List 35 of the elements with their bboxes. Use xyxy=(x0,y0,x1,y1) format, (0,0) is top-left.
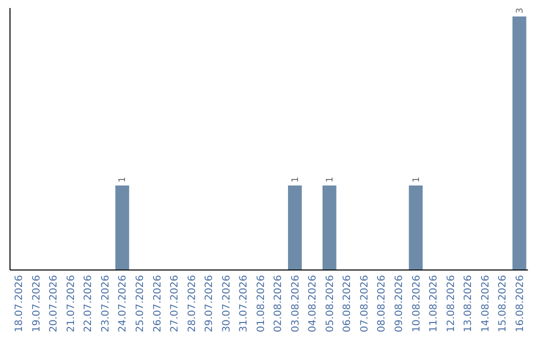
data-label: 1 xyxy=(412,176,422,182)
x-tick-label: 22.07.2026 xyxy=(83,275,94,332)
x-tick-label: 15.08.2026 xyxy=(498,275,509,332)
x-tick-label: 21.07.2026 xyxy=(66,275,77,332)
x-tick-label: 09.08.2026 xyxy=(394,275,405,332)
x-tick-label: 06.08.2026 xyxy=(342,275,354,332)
x-tick-label: 10.08.2026 xyxy=(411,275,422,332)
data-label: 3 xyxy=(515,8,526,14)
x-tick-label: 16.08.2026 xyxy=(514,275,526,332)
x-tick-label: 19.07.2026 xyxy=(31,275,42,332)
x-tick-label: 04.08.2026 xyxy=(308,275,319,332)
x-tick-label: 11.08.2026 xyxy=(428,275,440,332)
x-tick-label: 24.07.2026 xyxy=(118,275,129,332)
x-tick-label: 23.07.2026 xyxy=(100,275,112,332)
x-tick-label: 12.08.2026 xyxy=(446,275,457,332)
x-tick-label: 20.07.2026 xyxy=(48,275,60,332)
x-tick-label: 29.07.2026 xyxy=(204,275,216,332)
x-tick-label: 30.07.2026 xyxy=(221,275,232,332)
x-tick-label: 02.08.2026 xyxy=(273,275,284,332)
x-tick-label: 25.07.2026 xyxy=(135,275,146,332)
x-tick-label: 14.08.2026 xyxy=(480,275,492,332)
data-label: 1 xyxy=(325,176,336,182)
x-tick-label: 03.08.2026 xyxy=(290,275,302,332)
x-tick-label: 27.07.2026 xyxy=(170,275,181,332)
x-tick-label: 31.07.2026 xyxy=(238,275,250,332)
x-tick-label: 01.08.2026 xyxy=(256,275,267,332)
data-label: 1 xyxy=(118,176,128,182)
data-label: 1 xyxy=(290,176,301,182)
x-tick-label: 05.08.2026 xyxy=(324,275,336,332)
x-tick-label: 28.07.2026 xyxy=(186,275,198,332)
x-tick-label: 07.08.2026 xyxy=(359,275,370,332)
x-tick-label: 18.07.2026 xyxy=(14,275,26,332)
x-tick-label: 13.08.2026 xyxy=(463,275,474,332)
x-tick-label: 08.08.2026 xyxy=(376,275,388,332)
x-tick-label: 26.07.2026 xyxy=(152,275,164,332)
